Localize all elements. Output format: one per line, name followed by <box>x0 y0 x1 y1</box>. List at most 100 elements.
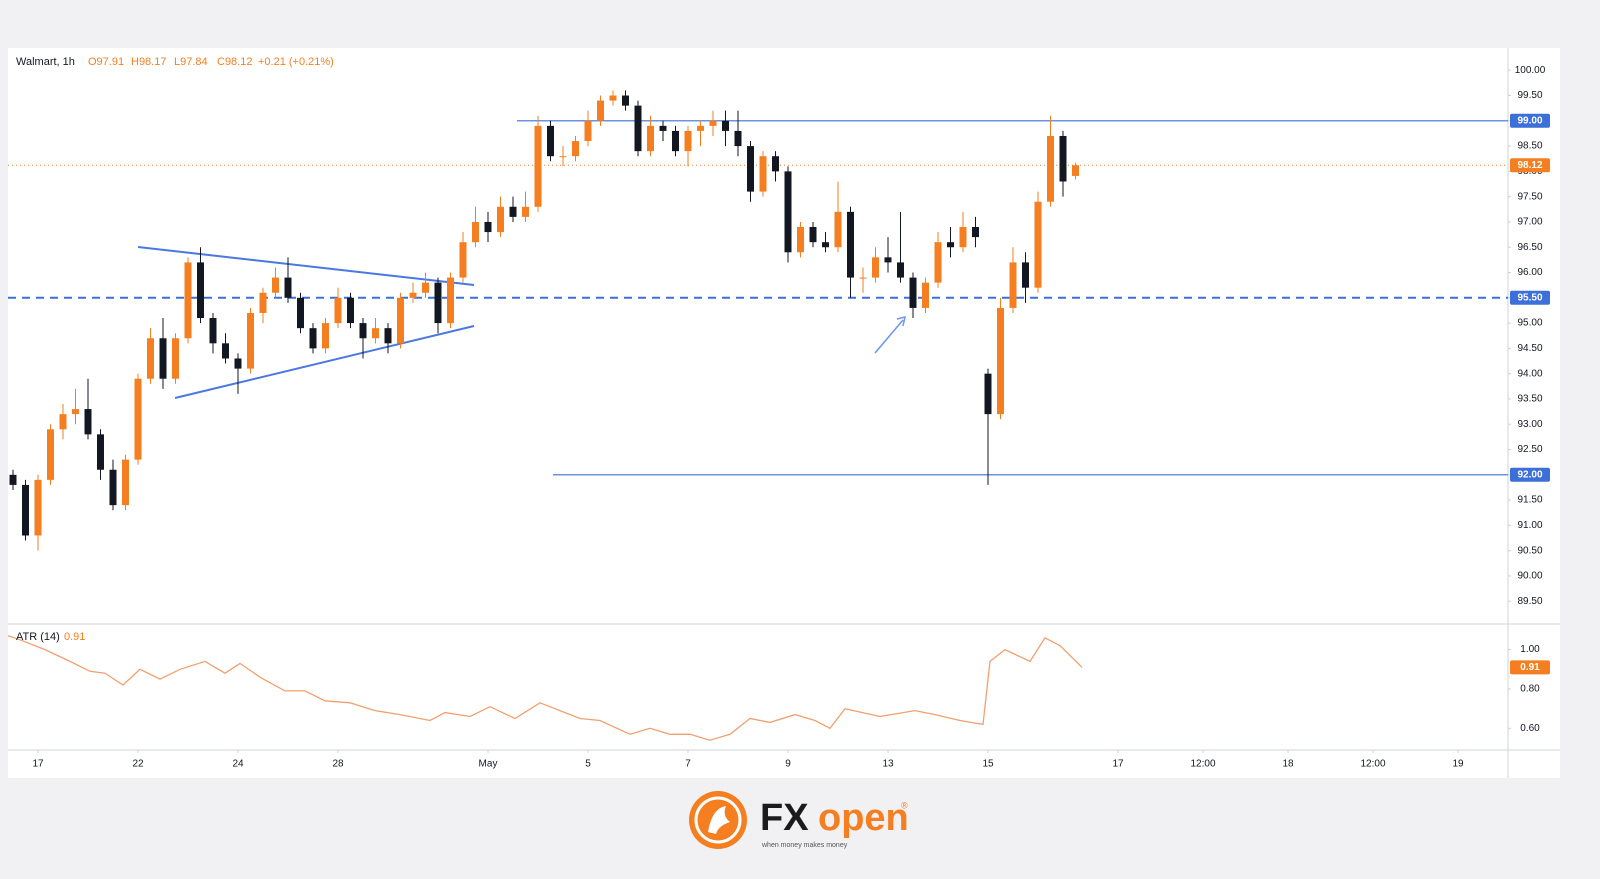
change-label: +0.21 (+0.21%) <box>258 56 334 68</box>
last-price-label: 98.12 <box>1517 160 1542 171</box>
candle-body <box>747 146 754 192</box>
candle-body <box>784 171 792 253</box>
candle-body <box>634 105 642 152</box>
chart-title: Walmart, 1h <box>16 56 75 68</box>
x-tick-label: 24 <box>232 759 244 770</box>
ohlc-label: O97.91 <box>88 56 124 68</box>
candle-body <box>822 242 829 248</box>
candle-body <box>159 338 167 379</box>
y-tick-label: 94.50 <box>1517 343 1542 354</box>
candle-body <box>597 100 604 121</box>
chart-panel <box>8 48 1560 778</box>
y-tick-label: 97.50 <box>1517 191 1542 202</box>
candle-body <box>1072 165 1079 176</box>
trend-line <box>137 246 475 286</box>
indicator-value-box <box>1510 660 1550 675</box>
candle-body <box>1022 262 1029 288</box>
candle-body <box>209 318 217 344</box>
candle-body <box>947 242 954 248</box>
candle-body <box>359 323 367 339</box>
x-tick-label: 22 <box>132 759 144 770</box>
y-tick-label: 99.50 <box>1517 90 1542 101</box>
ohlc-label: C98.12 <box>217 56 252 68</box>
candle-body <box>722 120 729 131</box>
candle-body <box>422 282 429 293</box>
candle-body <box>972 227 979 238</box>
candle-body <box>109 469 117 506</box>
x-tick-label: May <box>479 759 498 770</box>
brand-name: FX <box>760 797 809 839</box>
x-tick-label: 19 <box>1452 759 1464 770</box>
candle-body <box>134 378 142 460</box>
x-tick-label: 17 <box>1112 759 1124 770</box>
candle-body <box>984 373 992 415</box>
y-tick-label: 95.00 <box>1517 318 1542 329</box>
candle-body <box>772 156 779 172</box>
y-tick-label: 98.50 <box>1517 141 1542 152</box>
brand-name: open <box>818 797 909 839</box>
candle-body <box>497 206 504 233</box>
candle-body <box>522 206 529 217</box>
indicator-value: 0.91 <box>64 631 85 643</box>
candle-body <box>72 409 79 415</box>
candle-body <box>1034 201 1042 288</box>
indicator-value-label: 0.91 <box>1520 662 1540 673</box>
logo-bull <box>708 806 730 834</box>
candle-body <box>709 120 717 126</box>
marks: 17 22 24 28 May 5 7 9 13 15 17 12:00 18 12:00 19 89.50 9… <box>7 65 1550 770</box>
candle-body <box>47 429 54 480</box>
candle-body <box>297 297 304 329</box>
y-tick-label: 90.00 <box>1517 571 1542 582</box>
candle-body <box>572 141 579 157</box>
candle-body <box>922 282 929 308</box>
y-tick-label: 97.00 <box>1517 217 1542 228</box>
y-tick-label: 100.00 <box>1515 65 1546 76</box>
candle-body <box>1059 135 1067 182</box>
candle-body <box>559 156 567 158</box>
ohlc-label: L97.84 <box>174 56 208 68</box>
candle-body <box>847 211 854 278</box>
candle-body <box>122 459 129 506</box>
candle-body <box>147 338 154 379</box>
candle-body <box>697 125 704 131</box>
candle-body <box>322 323 329 349</box>
level-label: 92.00 <box>1517 469 1542 480</box>
x-tick-label: 9 <box>785 759 791 770</box>
candle-body <box>622 95 629 106</box>
candle-body <box>197 262 204 319</box>
candle-body <box>222 343 229 359</box>
candle-body <box>484 221 492 233</box>
candle-body <box>509 206 517 217</box>
candle-body <box>759 156 767 192</box>
candle-body <box>184 262 192 339</box>
y-tick-label: 92.50 <box>1517 444 1542 455</box>
ohlc-label: H98.17 <box>131 56 166 68</box>
candle-body <box>384 328 392 344</box>
y-tick-label: 1.00 <box>1520 644 1540 655</box>
x-tick-label: 18 <box>1282 759 1294 770</box>
x-tick-label: 17 <box>32 759 44 770</box>
candle-body <box>434 282 442 324</box>
candle-body <box>34 479 42 536</box>
candle-body <box>247 312 254 369</box>
candle-body <box>734 130 742 147</box>
x-tick-label: 13 <box>882 759 894 770</box>
candle-body <box>472 221 479 243</box>
y-tick-label: 93.50 <box>1517 394 1542 405</box>
candle-body <box>609 95 617 101</box>
x-tick-label: 12:00 <box>1360 759 1385 770</box>
candle-body <box>447 277 454 324</box>
candle-body <box>59 414 67 430</box>
indicator-line <box>7 635 1083 741</box>
candle-body <box>1047 135 1054 202</box>
level-label: 95.50 <box>1517 292 1542 303</box>
y-tick-label: 93.00 <box>1517 419 1542 430</box>
level-label-box <box>1510 467 1550 482</box>
candle-body <box>284 277 292 298</box>
x-tick-label: 15 <box>982 759 994 770</box>
y-tick-label: 96.50 <box>1517 242 1542 253</box>
y-tick-label: 0.80 <box>1520 684 1540 695</box>
x-tick-label: 12:00 <box>1190 759 1215 770</box>
candle-body <box>172 338 179 379</box>
